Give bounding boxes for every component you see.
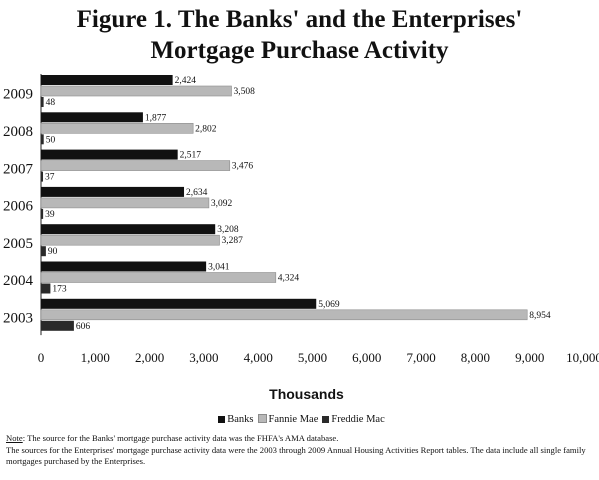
bar-freddie-mac [41, 320, 74, 331]
data-label: 3,476 [232, 162, 254, 172]
bar-freddie-mac [41, 283, 51, 294]
bar-fannie-mae [40, 309, 528, 321]
legend-swatch [218, 416, 226, 423]
legend-label: Banks [227, 414, 254, 425]
category-label: 2009 [3, 87, 33, 103]
category-label: 2004 [3, 273, 34, 289]
bar-chart: 2009 2,424 3,508 48 2008 1,877 2,802 50 2007 2,51… [3, 74, 599, 402]
x-axis-title: Thousands [269, 386, 344, 402]
data-label: 50 [46, 135, 56, 145]
bar-freddie-mac [41, 134, 44, 145]
bar-freddie-mac [41, 246, 46, 257]
x-tick-label: 8,000 [461, 350, 490, 365]
data-label: 39 [45, 210, 55, 220]
category-label: 2008 [3, 124, 33, 140]
data-label: 4,324 [278, 274, 300, 284]
bar-banks [41, 224, 216, 235]
bar-banks [41, 261, 207, 272]
bar-fannie-mae [40, 272, 277, 283]
bar-fannie-mae [40, 234, 220, 246]
data-label: 37 [45, 173, 55, 183]
data-label: 3,508 [233, 87, 255, 97]
data-label: 3,287 [221, 236, 243, 246]
x-tick-label: 5,000 [298, 350, 327, 365]
bar-banks [41, 298, 317, 309]
legend-item: Freddie Mac [318, 414, 385, 425]
category-label: 2005 [3, 236, 33, 252]
data-label: 48 [46, 98, 56, 108]
note-label: Note [6, 433, 23, 443]
legend-item: Banks [214, 414, 254, 425]
x-tick-label: 3,000 [189, 350, 218, 365]
data-label: 2,634 [186, 188, 208, 198]
data-label: 3,208 [217, 225, 239, 235]
data-label: 2,802 [195, 124, 217, 134]
chart-title: Figure 1. The Banks' and the Enterprises… [0, 4, 599, 66]
category-label: 2007 [3, 161, 34, 177]
bar-fannie-mae [40, 123, 194, 134]
legend-swatch [257, 414, 267, 423]
data-label: 90 [48, 247, 58, 257]
data-label: 2,517 [180, 151, 202, 161]
bar-banks [41, 149, 178, 160]
bar-banks [41, 186, 185, 197]
bar-freddie-mac [41, 171, 44, 182]
legend-swatch [322, 416, 330, 423]
note-line-1: Note: The source for the Banks' mortgage… [6, 433, 596, 445]
bar-banks [41, 75, 173, 85]
bar-fannie-mae [40, 197, 210, 209]
x-tick-label: 6,000 [352, 350, 381, 365]
bar-banks [41, 112, 143, 123]
chart-title-line1: Figure 1. The Banks' and the Enterprises… [76, 6, 523, 33]
x-tick-label: 7,000 [406, 350, 435, 365]
category-label: 2003 [3, 310, 33, 326]
legend-label: Freddie Mac [331, 414, 385, 425]
bar-freddie-mac [41, 208, 44, 219]
bar-fannie-mae [40, 85, 232, 97]
x-tick-label: 4,000 [244, 350, 273, 365]
data-label: 5,069 [318, 300, 340, 310]
x-tick-label: 2,000 [135, 350, 164, 365]
chart-title-line2: Mortgage Purchase Activity [150, 37, 449, 64]
data-label: 3,041 [208, 263, 230, 273]
data-label: 8,954 [529, 311, 551, 321]
data-label: 2,424 [175, 76, 197, 86]
data-label: 3,092 [211, 199, 233, 209]
data-label: 173 [52, 285, 67, 295]
note-line-2: The sources for the Enterprises' mortgag… [6, 444, 586, 467]
note-text: : The source for the Banks' mortgage pur… [22, 433, 339, 443]
data-label: 1,877 [145, 113, 167, 123]
x-tick-label: 10,000 [566, 350, 599, 365]
x-tick-label: 1,000 [81, 350, 110, 365]
bar-freddie-mac [41, 97, 44, 107]
x-tick-label: 0 [38, 350, 45, 365]
legend-label: Fannie Mae [268, 414, 319, 425]
chart-notes: Note: The source for the Banks' mortgage… [6, 433, 596, 468]
bar-fannie-mae [40, 160, 231, 171]
data-label: 606 [76, 322, 91, 332]
x-tick-label: 9,000 [515, 350, 544, 365]
legend: Banks Fannie Mae Freddie Mac [0, 414, 599, 425]
legend-item: Fannie Mae [254, 414, 319, 425]
category-label: 2006 [3, 199, 34, 215]
